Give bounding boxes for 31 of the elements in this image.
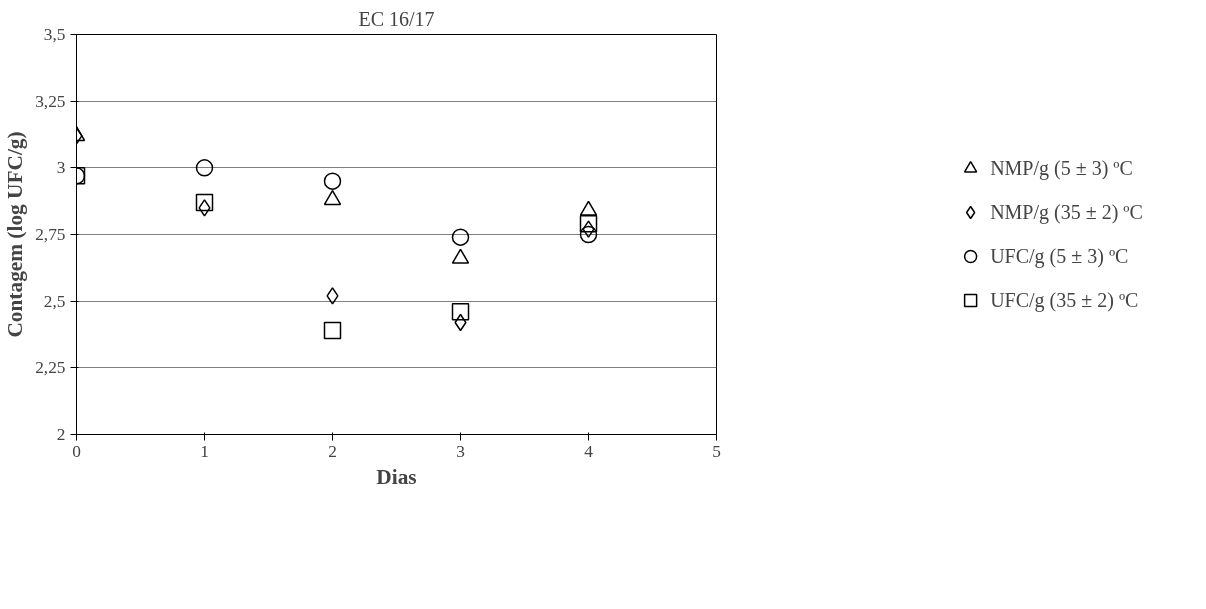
point: [579, 215, 598, 233]
legend-label: UFC/g (5 ± 3) ºC: [990, 244, 1129, 268]
point: [323, 321, 342, 340]
x-tick-label: 3: [456, 441, 465, 461]
x-tick-label: 0: [72, 441, 81, 461]
chart-title: EC 16/17: [358, 7, 435, 30]
point: [451, 303, 470, 321]
point: [326, 287, 339, 305]
point: [323, 172, 342, 190]
x-tick-label: 1: [200, 441, 209, 461]
point: [195, 193, 214, 212]
y-axis-title: Contagem (log UFC/g): [3, 131, 28, 338]
y-tick-label: 3,5: [43, 25, 66, 44]
y-tick-label: 2: [56, 425, 66, 444]
y-tick-label: 3,25: [35, 91, 66, 111]
point: [198, 199, 211, 217]
y-tick-label: 3: [56, 158, 66, 178]
legend-label: UFC/g (35 ± 2) ºC: [990, 288, 1139, 312]
point: [195, 159, 214, 177]
legend-label: NMP/g (5 ± 3) ºC: [990, 156, 1133, 180]
legend-label: NMP/g (35 ± 2) ºC: [990, 200, 1143, 224]
y-tick-label: 2,5: [43, 291, 66, 311]
x-tick-label: 4: [584, 441, 594, 461]
y-tick-label: 2,25: [35, 358, 66, 378]
point: [579, 225, 598, 244]
x-axis-title: Dias: [376, 464, 417, 489]
point: [451, 228, 470, 246]
x-tick-label: 2: [328, 441, 337, 461]
point: [582, 220, 595, 238]
x-tick-label: 5: [712, 441, 721, 461]
y-tick-label: 2,75: [35, 225, 66, 244]
